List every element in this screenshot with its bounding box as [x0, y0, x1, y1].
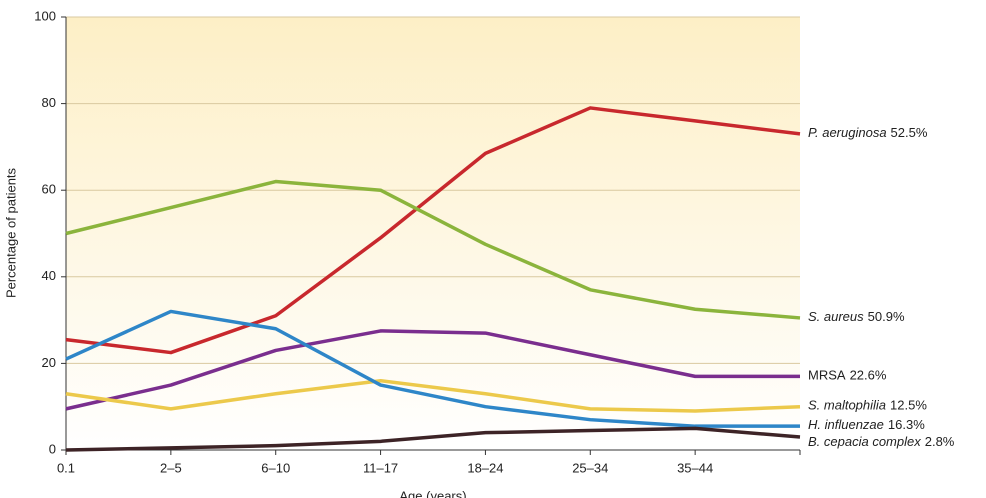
series-label: B. cepacia complex 2.8%: [808, 435, 955, 450]
series-name: S. maltophilia: [808, 398, 886, 413]
series-name: MRSA: [808, 368, 846, 383]
y-tick-label: 0: [49, 441, 56, 456]
y-tick-label: 20: [42, 355, 56, 370]
series-total: 50.9%: [868, 309, 905, 324]
series-line: [65, 426, 801, 452]
series-total: 22.6%: [850, 368, 887, 383]
y-tick-label: 100: [34, 8, 56, 23]
series-label: H. influenzae 16.3%: [808, 418, 925, 433]
series-total: 2.8%: [925, 435, 955, 450]
series-label: MRSA 22.6%: [808, 368, 887, 383]
series-line: [65, 106, 801, 355]
series-line: [65, 309, 800, 428]
x-tick-label: 25–34: [572, 460, 608, 475]
x-tick-label: 35–44: [677, 460, 713, 475]
series-line: [65, 179, 801, 320]
x-tick-label: 18–24: [467, 460, 503, 475]
y-axis-label: Percentage of patients: [3, 167, 18, 298]
series-label: S. maltophilia 12.5%: [808, 398, 927, 413]
x-tick-label: 6–10: [261, 460, 290, 475]
y-tick-label: 80: [42, 95, 56, 110]
x-axis-label: Age (years): [399, 488, 466, 498]
series-name: B. cepacia complex: [808, 435, 921, 450]
series-label: S. aureus 50.9%: [808, 309, 905, 324]
series-name: S. aureus: [808, 309, 864, 324]
x-tick-label: 11–17: [363, 460, 398, 475]
series-label: P. aeruginosa 52.5%: [808, 125, 928, 140]
series-total: 16.3%: [888, 418, 925, 433]
series-line: [65, 329, 800, 411]
series-name: H. influenzae: [808, 418, 884, 433]
series-total: 12.5%: [890, 398, 927, 413]
series-line: [65, 378, 801, 413]
y-tick-label: 40: [42, 268, 56, 283]
x-tick-label: 0.1: [57, 460, 75, 475]
x-tick-label: 2–5: [160, 460, 182, 475]
series-total: 52.5%: [891, 125, 928, 140]
series-name: P. aeruginosa: [808, 125, 887, 140]
y-tick-label: 60: [42, 182, 56, 197]
